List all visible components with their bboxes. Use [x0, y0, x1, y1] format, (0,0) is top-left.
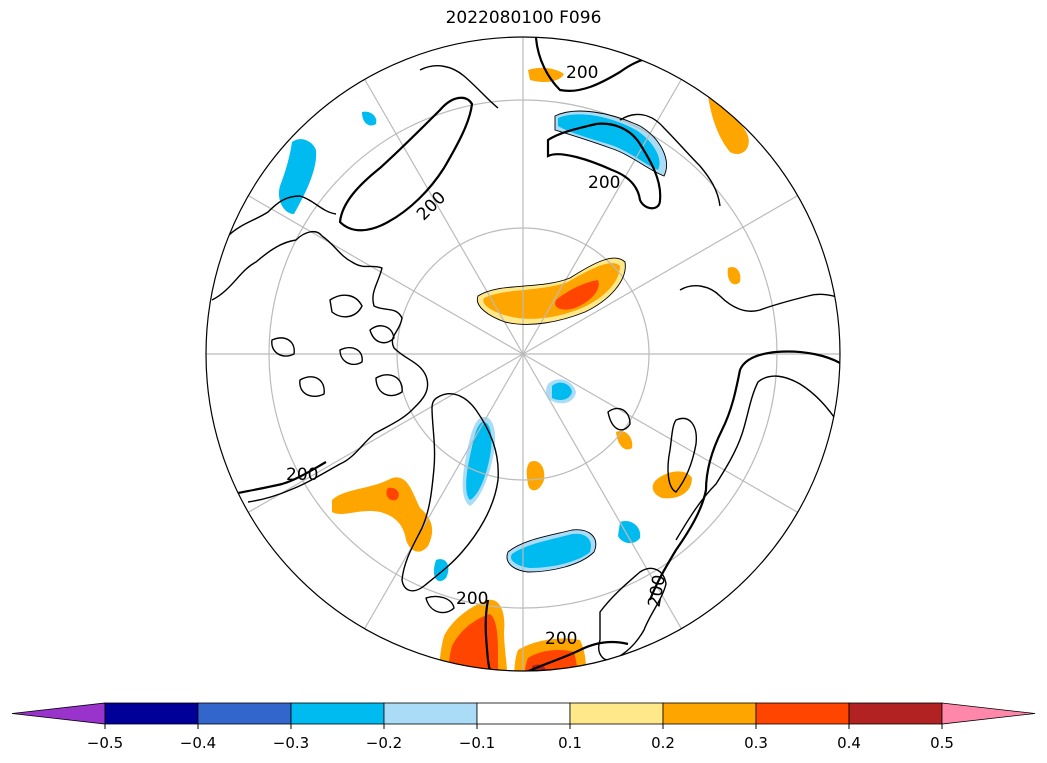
anomaly-positive-right-edge [727, 266, 741, 285]
anomaly-positive-small-center [526, 460, 545, 491]
coastline-iceland [425, 595, 455, 614]
coastline-arctic-islands [271, 294, 403, 398]
coastline-russia [675, 375, 840, 541]
colorbar-tick-label: 0.4 [837, 734, 861, 752]
anomaly-negative-small-top-left [362, 111, 377, 126]
meridian-line [522, 353, 686, 636]
coastline-chukotka [619, 113, 721, 207]
colorbar-tick-label: 0.5 [930, 734, 954, 752]
map-title: 2022080100 F096 [445, 8, 602, 28]
anomaly-positive-upper-right [708, 96, 749, 155]
contour-label: 200 [286, 465, 318, 485]
anomaly-positive-top [528, 67, 564, 82]
anomaly-outline [506, 529, 597, 573]
meridian-line [241, 191, 524, 355]
contour-label: 200 [545, 629, 577, 649]
map-boundary [205, 36, 841, 672]
contour-200-bottom-left [484, 599, 509, 671]
colorbar-tick-label: 0.2 [651, 734, 675, 752]
colorbar-extend-max [941, 702, 1036, 725]
anomaly-negative-right-small [618, 520, 641, 544]
coastline-siberia [679, 285, 840, 312]
meridian-line [360, 72, 524, 355]
colorbar-cell [569, 702, 664, 725]
coastline-canada-north [227, 195, 337, 237]
colorbar-cell [476, 702, 571, 725]
coastline-alaska [419, 65, 499, 109]
colorbar-tick-label: −0.2 [365, 734, 403, 752]
colorbar-tick-marks [104, 724, 943, 729]
anomaly-positive-central-max [555, 280, 599, 310]
colorbar-cell [104, 702, 199, 725]
contour-label: 200 [566, 63, 598, 83]
anomaly-negative-left [278, 139, 317, 214]
colorbar-cell [755, 702, 850, 725]
coastline-greenland [401, 392, 499, 592]
anomaly-positive-right-small [616, 430, 633, 450]
colorbar-tick-label: −0.4 [179, 734, 217, 752]
colorbar-cell [290, 702, 385, 725]
colorbar-tick-label: −0.1 [458, 734, 496, 752]
contour-label: 200 [456, 589, 488, 609]
coastline-novaya-zemlya [667, 417, 697, 493]
anomaly-positive-right [652, 471, 692, 499]
polar-map: 200 200 200 200 200 200 200 [205, 36, 841, 672]
anomaly-negative-greenland-core [466, 421, 492, 500]
colorbar-cell [197, 702, 292, 725]
contour-200-top [534, 37, 661, 92]
meridian-line [241, 353, 524, 517]
meridian-line [360, 353, 524, 636]
colorbar-cells [11, 702, 1036, 725]
anomaly-positive-lower-left [332, 477, 433, 552]
colorbar-tick-label: −0.3 [272, 734, 310, 752]
colorbar-tick-label: 0.1 [558, 734, 582, 752]
anomaly-outlines [476, 110, 667, 573]
colorbar-cell [662, 702, 757, 725]
anomaly-negative-lower-core [510, 533, 592, 568]
anomaly-negative-center-small-core [552, 382, 572, 400]
meridian-line [522, 353, 805, 517]
colorbar-extend-min [11, 702, 106, 725]
colorbar-cell [383, 702, 478, 725]
anomaly-negative-top-core [558, 114, 660, 170]
coastlines [211, 65, 840, 661]
anomaly-positive-lower-left-max [386, 487, 399, 501]
colorbar-tick-label: −0.5 [86, 734, 124, 752]
anomaly-positive-central-core [483, 263, 620, 319]
contour-200-north [338, 96, 474, 232]
graticule [206, 37, 840, 671]
anomaly-positive-bottom-max [448, 614, 500, 671]
meridian-line [522, 72, 686, 355]
coastline-svalbard [607, 407, 631, 431]
contour-200-northeast [546, 122, 662, 210]
anomaly-outline [554, 110, 667, 177]
colorbar-tick-label: 0.3 [744, 734, 768, 752]
meridian-line [522, 191, 805, 355]
colorbar-cell [848, 702, 943, 725]
anomaly-outline [476, 257, 626, 325]
contour-label: 200 [588, 173, 620, 193]
coastline-north-america [211, 230, 429, 503]
contour-200-right [648, 350, 840, 601]
